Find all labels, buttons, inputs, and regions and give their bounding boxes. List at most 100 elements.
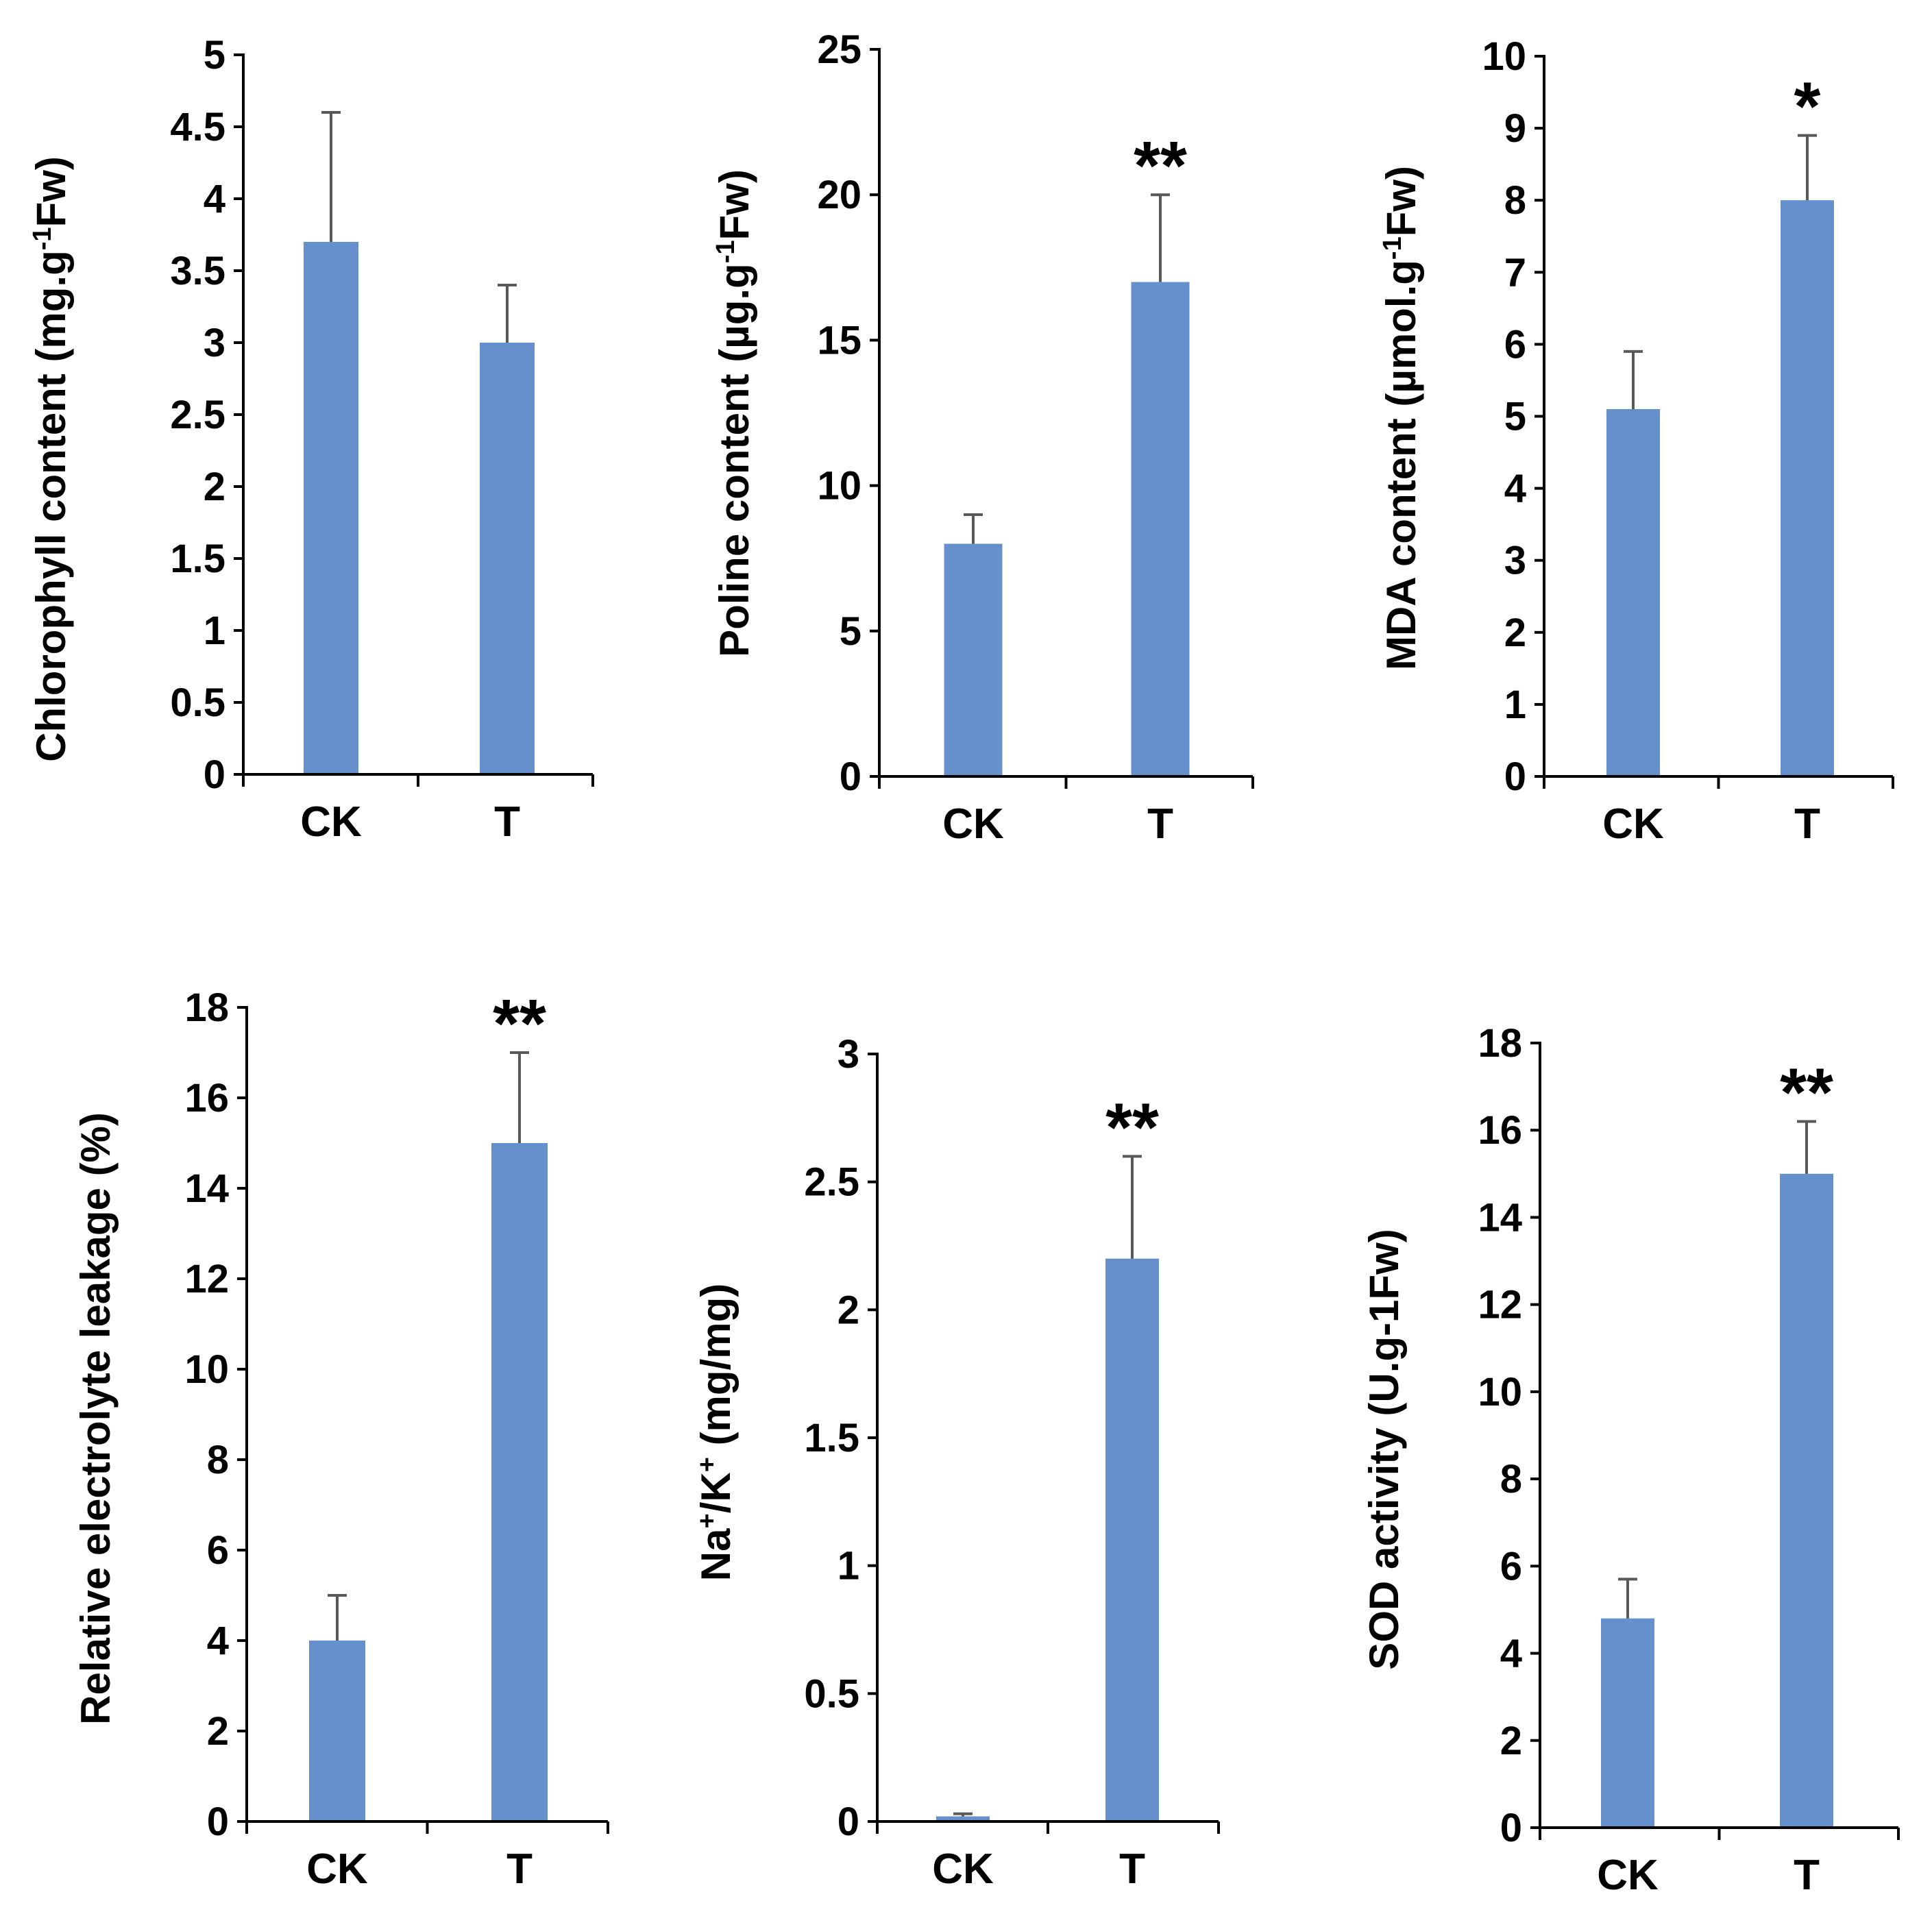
y-tick-label: 0 [204,752,225,797]
y-tick-label: 0 [1500,1806,1522,1850]
y-axis-title: Na+/K+ (mg/mg) [693,1284,739,1581]
y-tick-label: 1.5 [170,537,225,581]
y-tick-label: 1 [837,1544,859,1588]
y-tick-label: 2 [1500,1719,1522,1763]
error-bar-t [1798,134,1817,201]
y-tick-label: 0 [207,1800,229,1844]
bar-ck [936,1816,990,1821]
y-tick-label: 10 [817,464,861,508]
x-category-label: CK [1602,800,1664,848]
y-tick-label: 6 [1504,322,1526,367]
y-tick-label: 0.5 [804,1671,859,1716]
x-category-label: T [1794,800,1820,848]
x-category-label: T [494,798,520,846]
error-bar-ck [964,513,983,544]
y-tick-label: 3 [837,1032,859,1077]
y-tick-label: 0 [840,754,861,799]
significance-marker: ** [1105,1089,1159,1166]
y-tick-label: 6 [207,1528,229,1573]
y-tick-label: 10 [184,1347,229,1392]
significance-marker: ** [1134,127,1187,204]
chart-panel-3: 0 1 2 3 4 5 6 7 8 9 10 CK T * MDA content (µmol.g-1Fw) [1378,34,1894,848]
error-bar-t [1151,193,1170,282]
y-tick-label: 0 [1504,754,1526,799]
y-tick-label: 2 [204,465,225,509]
error-bar-ck [953,1812,973,1817]
y-tick-label: 10 [1482,34,1526,79]
chart-panel-2: 0 5 10 15 20 25 CK T ** Poline content (µg.g-1Fw) [711,27,1254,848]
error-bar-ck [328,1594,347,1641]
y-tick-label: 0 [837,1800,859,1844]
error-bar-t [1123,1155,1142,1259]
y-tick-label: 14 [184,1166,229,1211]
x-category-label: CK [306,1845,368,1893]
significance-marker: ** [1780,1055,1833,1131]
y-tick-label: 3 [204,321,225,365]
chart-panel-4: 0 2 4 6 8 10 12 14 16 18 CK T ** Relative electrolyte… [73,985,609,1893]
error-bar-t [498,284,517,343]
y-tick-label: 2 [837,1288,859,1332]
error-bar-ck [1618,1578,1637,1619]
y-tick-label: 1 [204,609,225,653]
y-tick-label: 3 [1504,539,1526,583]
y-tick-label: 4 [207,1619,229,1663]
y-tick-label: 8 [1500,1457,1522,1501]
y-tick-label: 5 [840,609,861,654]
y-tick-label: 2 [207,1709,229,1754]
y-tick-label: 8 [1504,178,1526,223]
y-tick-label: 1 [1504,683,1526,727]
x-category-label: T [506,1845,533,1893]
bar-t [480,343,535,774]
y-axis-title: Poline content (µg.g-1Fw) [711,169,757,657]
y-tick-label: 18 [1478,1021,1522,1066]
y-tick-label: 25 [817,27,861,72]
y-tick-label: 2 [1504,611,1526,655]
y-tick-label: 5 [1504,395,1526,439]
y-tick-label: 2.5 [170,393,225,437]
y-tick-label: 4 [1500,1632,1522,1676]
y-tick-label: 0.5 [170,680,225,725]
x-category-label: CK [932,1845,994,1893]
y-tick-label: 18 [184,985,229,1030]
y-tick-label: 1.5 [804,1416,859,1460]
y-tick-label: 16 [1478,1108,1522,1153]
error-bar-ck [321,111,341,242]
y-tick-label: 7 [1504,250,1526,295]
error-bar-t [1797,1120,1816,1174]
y-tick-label: 12 [1478,1283,1522,1327]
bar-t [1131,282,1190,776]
y-tick-label: 9 [1504,106,1526,151]
y-tick-label: 14 [1478,1195,1522,1240]
chart-panel-1: 0 0.5 1 1.5 2 2.5 3 3.5 4 4.5 5 CK T Chlorophyll cont… [28,33,594,846]
significance-marker: * [1794,69,1821,145]
chart-panel-5: 0 0.5 1 1.5 2 2.5 3 CK T ** Na+/K+ (mg/mg) [693,1032,1220,1893]
bar-t [491,1143,548,1821]
bar-ck [304,242,358,774]
x-category-label: CK [300,798,362,846]
y-tick-label: 12 [184,1257,229,1301]
y-tick-label: 8 [207,1438,229,1482]
bar-t [1105,1258,1159,1821]
y-tick-label: 16 [184,1076,229,1120]
y-axis-title: SOD activity (U.g-1Fw) [1361,1229,1407,1669]
y-tick-label: 6 [1500,1544,1522,1588]
x-category-label: T [1119,1845,1145,1893]
y-axis-title: MDA content (µmol.g-1Fw) [1378,166,1424,670]
bar-t [1781,200,1834,776]
x-category-label: T [1147,800,1173,848]
y-tick-label: 20 [817,173,861,217]
bar-ck [1606,408,1660,776]
y-tick-label: 4.5 [170,105,225,149]
error-bar-t [510,1051,529,1143]
bar-ck [1601,1618,1654,1828]
significance-marker: ** [493,985,546,1062]
error-bar-ck [1624,349,1643,409]
bar-ck [309,1641,365,1821]
y-tick-label: 4 [204,177,225,221]
y-tick-label: 4 [1504,467,1526,511]
x-category-label: CK [942,800,1004,848]
y-tick-label: 5 [204,33,225,77]
x-category-label: T [1794,1852,1820,1899]
y-tick-label: 3.5 [170,249,225,293]
